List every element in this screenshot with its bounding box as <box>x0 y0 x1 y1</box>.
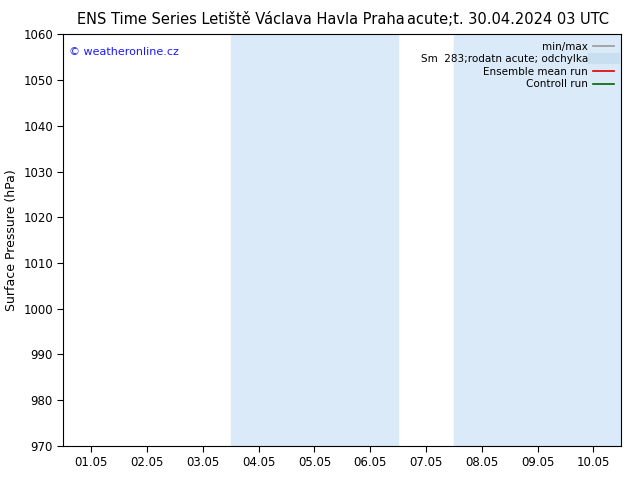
Text: © weatheronline.cz: © weatheronline.cz <box>69 47 179 57</box>
Text: ENS Time Series Letiště Václava Havla Praha: ENS Time Series Letiště Václava Havla Pr… <box>77 12 404 27</box>
Bar <box>231 34 398 446</box>
Bar <box>454 34 621 446</box>
Text: acute;t. 30.04.2024 03 UTC: acute;t. 30.04.2024 03 UTC <box>406 12 609 27</box>
Y-axis label: Surface Pressure (hPa): Surface Pressure (hPa) <box>4 169 18 311</box>
Legend: min/max, Sm  283;rodatn acute; odchylka, Ensemble mean run, Controll run: min/max, Sm 283;rodatn acute; odchylka, … <box>418 40 616 92</box>
